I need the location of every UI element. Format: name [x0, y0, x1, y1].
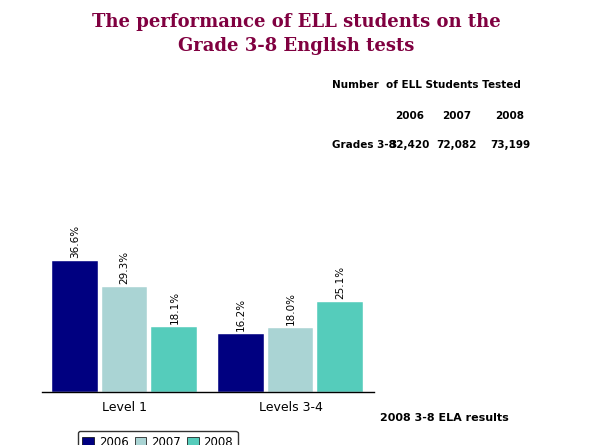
Text: 18.0%: 18.0% — [286, 291, 295, 325]
Bar — [317, 302, 364, 392]
Text: 16.2%: 16.2% — [236, 298, 246, 331]
Bar — [267, 328, 314, 392]
Text: The performance of ELL students on the
Grade 3-8 English tests: The performance of ELL students on the G… — [92, 13, 501, 55]
Bar — [101, 287, 148, 392]
Text: 18.1%: 18.1% — [170, 291, 179, 324]
Bar — [52, 261, 98, 392]
Text: 2008 3-8 ELA results: 2008 3-8 ELA results — [380, 413, 508, 423]
Legend: 2006, 2007, 2008: 2006, 2007, 2008 — [78, 431, 238, 445]
Bar — [218, 334, 264, 392]
Text: 73,199: 73,199 — [490, 140, 530, 150]
Text: 2008: 2008 — [496, 111, 524, 121]
Text: 29.3%: 29.3% — [120, 251, 129, 284]
Text: 2006: 2006 — [395, 111, 423, 121]
Text: 25.1%: 25.1% — [336, 266, 345, 299]
Text: 36.6%: 36.6% — [70, 225, 79, 259]
Text: Number  of ELL Students Tested: Number of ELL Students Tested — [332, 80, 521, 90]
Bar — [151, 327, 197, 392]
Text: 2007: 2007 — [442, 111, 471, 121]
Text: 32,420: 32,420 — [389, 140, 429, 150]
Text: 72,082: 72,082 — [436, 140, 477, 150]
Text: Grades 3-8: Grades 3-8 — [332, 140, 396, 150]
